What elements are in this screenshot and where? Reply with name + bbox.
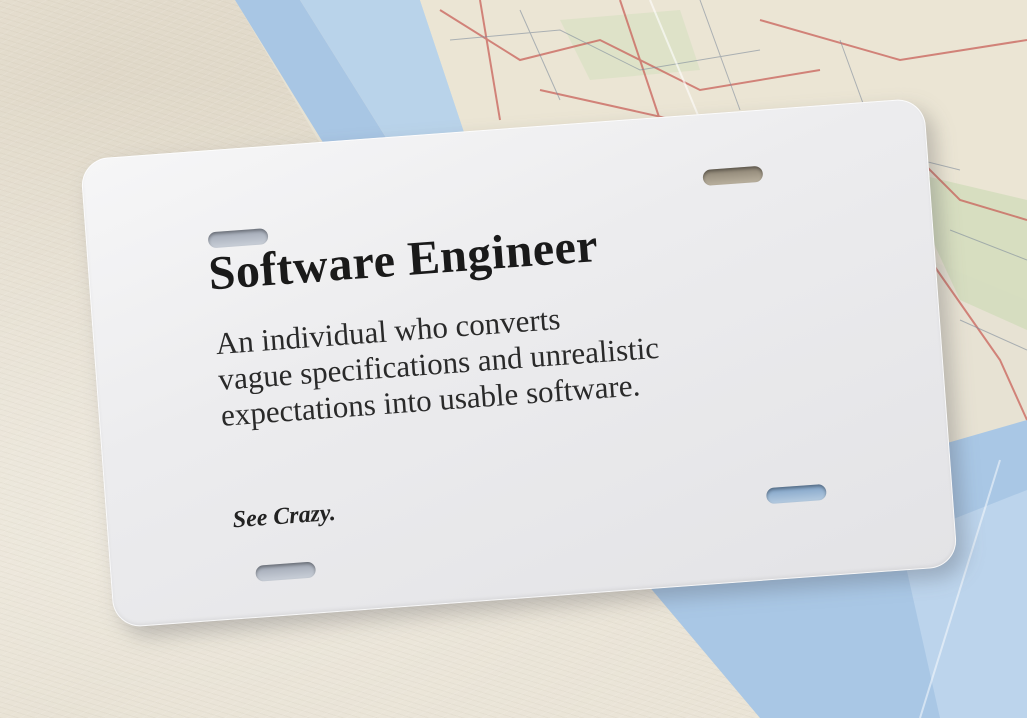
map-roads [439,0,1027,421]
mounting-slot-bottom-right [765,483,827,505]
map-coast-water [235,0,400,170]
map-fold-line-2 [919,459,1001,718]
plate-definition: An individual who converts vague specifi… [214,279,860,434]
mounting-slot-bottom-left [255,561,317,582]
plate-signoff: See Crazy. [231,499,337,534]
map-ocean-inlet [300,0,470,160]
map-green-region-2 [560,10,700,80]
mounting-slot-top-right [702,165,764,187]
map-fold-line [649,0,701,121]
map-land-region [420,0,1027,300]
license-plate: Software Engineer An individual who conv… [79,97,959,629]
